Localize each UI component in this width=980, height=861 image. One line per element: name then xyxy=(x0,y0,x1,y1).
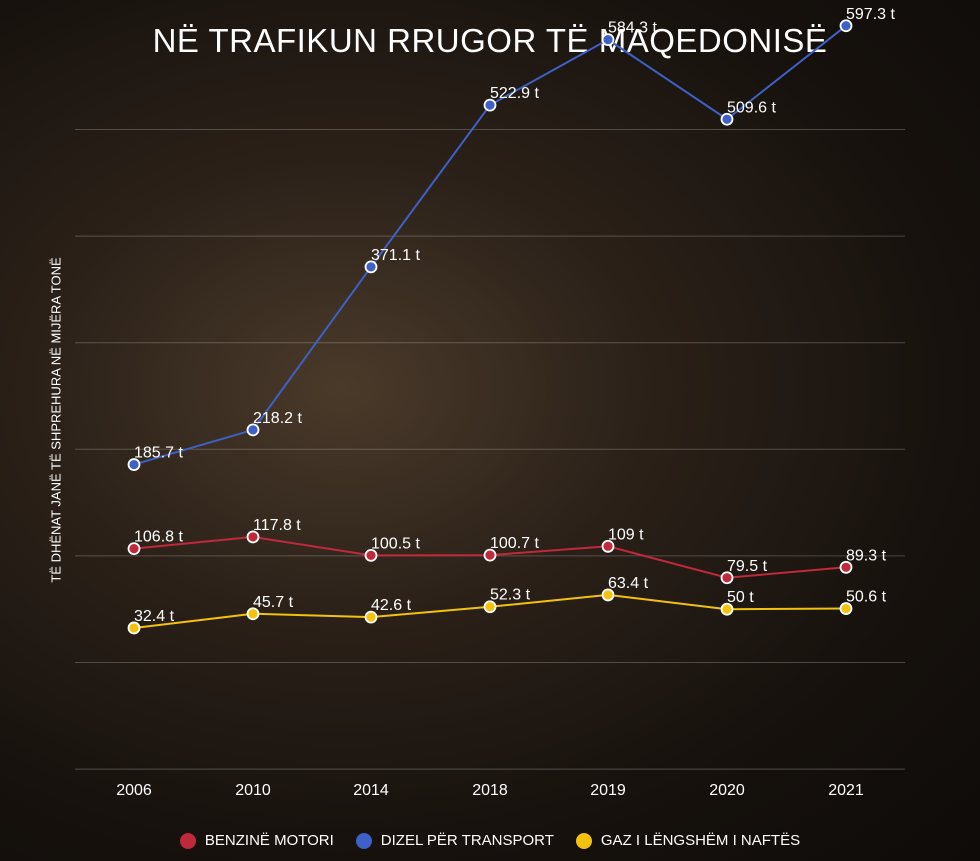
data-point-gaz xyxy=(246,607,260,621)
data-label-benzine: 89.3 t xyxy=(846,547,887,564)
data-point-gaz xyxy=(839,602,853,615)
data-label-gaz: 45.7 t xyxy=(253,594,294,611)
x-tick-label: 2018 xyxy=(472,782,508,799)
data-label-benzine: 100.5 t xyxy=(371,535,420,552)
data-label-benzine: 106.8 t xyxy=(134,529,183,546)
data-point-benzine xyxy=(720,571,734,585)
data-label-dizel: 597.3 t xyxy=(846,6,895,23)
data-label-benzine: 117.8 t xyxy=(253,517,301,534)
data-label-dizel: 522.9 t xyxy=(490,85,539,102)
data-label-gaz: 63.4 t xyxy=(608,575,649,592)
data-label-dizel: 185.7 t xyxy=(134,445,183,462)
legend-item-gaz: GAZ I LËNGSHËM I NAFTËS xyxy=(575,832,801,849)
data-labels: 106.8 t 117.8 t 100.5 t 100.7 t 109 t 79.5 t 8… xyxy=(134,6,895,625)
data-point-benzine xyxy=(364,548,378,562)
legend-swatch-gaz xyxy=(575,832,592,849)
legend-label-dizel: DIZEL PËR TRANSPORT xyxy=(380,832,554,849)
data-label-dizel: 584.3 t xyxy=(608,20,657,37)
data-point-dizel xyxy=(601,33,615,47)
x-axis-ticks: 2006 2010 2014 2018 2019 2020 2021 xyxy=(116,782,864,799)
data-label-gaz: 42.6 t xyxy=(371,597,412,614)
data-point-benzine xyxy=(127,542,141,556)
x-tick-label: 2014 xyxy=(353,782,389,799)
legend-swatch-dizel xyxy=(355,832,372,849)
x-tick-label: 2019 xyxy=(590,782,626,799)
data-point-gaz xyxy=(364,610,378,624)
data-point-gaz xyxy=(127,621,141,635)
legend-item-dizel: DIZEL PËR TRANSPORT xyxy=(355,832,554,849)
legend: BENZINË MOTORI DIZEL PËR TRANSPORT GAZ I… xyxy=(0,832,980,849)
legend-label-gaz: GAZ I LËNGSHËM I NAFTËS xyxy=(600,832,801,849)
data-point-dizel xyxy=(364,260,378,274)
data-label-gaz: 50 t xyxy=(727,589,754,606)
data-point-gaz xyxy=(601,588,615,602)
data-label-gaz: 50.6 t xyxy=(846,589,887,606)
data-point-gaz xyxy=(720,602,734,616)
x-tick-label: 2010 xyxy=(235,782,271,799)
data-point-gaz xyxy=(483,600,497,614)
legend-label-benzine: BENZINË MOTORI xyxy=(204,832,334,849)
data-label-gaz: 52.3 t xyxy=(490,587,531,604)
data-point-benzine xyxy=(483,548,497,562)
legend-item-benzine: BENZINË MOTORI xyxy=(179,832,334,849)
data-point-dizel xyxy=(127,458,141,471)
data-point-dizel xyxy=(839,19,853,33)
data-point-dizel xyxy=(720,112,734,126)
x-tick-label: 2021 xyxy=(828,782,864,799)
y-axis-label: TË DHËNAT JANË TË SHPREHURA NË MIJËRA TO… xyxy=(48,257,64,583)
data-point-benzine xyxy=(839,560,853,574)
x-tick-label: 2020 xyxy=(709,782,745,799)
x-tick-label: 2006 xyxy=(116,782,152,799)
gridlines xyxy=(75,129,905,770)
data-label-benzine: 100.7 t xyxy=(490,535,539,552)
legend-swatch-benzine xyxy=(179,832,196,849)
data-points xyxy=(127,19,853,635)
data-point-benzine xyxy=(246,530,260,544)
data-point-dizel xyxy=(483,98,497,112)
data-label-benzine: 109 t xyxy=(608,526,644,543)
data-point-dizel xyxy=(246,423,260,437)
data-label-dizel: 509.6 t xyxy=(727,99,776,116)
data-point-benzine xyxy=(601,539,615,553)
data-label-dizel: 371.1 t xyxy=(371,247,420,264)
chart-title: NË TRAFIKUN RRUGOR TË MAQEDONISË xyxy=(152,22,828,59)
data-label-dizel: 218.2 t xyxy=(253,410,302,427)
data-label-gaz: 32.4 t xyxy=(134,608,175,625)
data-label-benzine: 79.5 t xyxy=(727,558,768,575)
